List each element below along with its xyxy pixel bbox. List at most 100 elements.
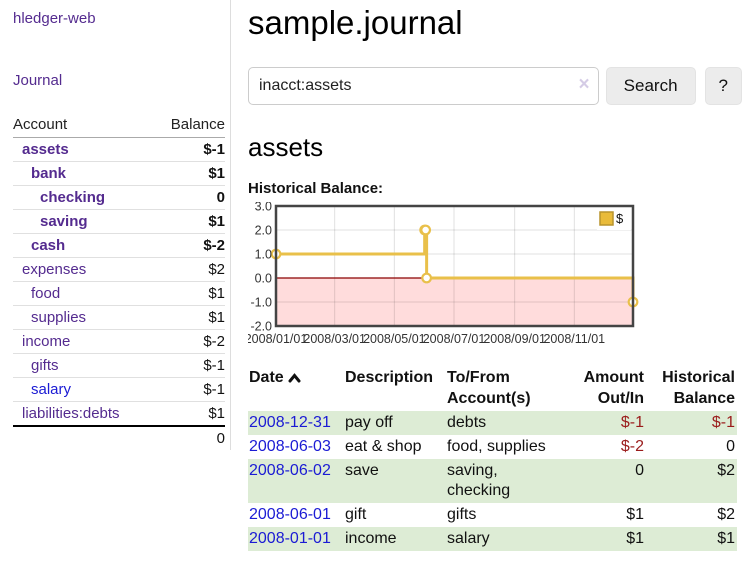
- register-col-amount: Amount Out/In: [583, 369, 644, 407]
- account-row: expenses $2: [13, 257, 225, 282]
- register-table: Date Description To/From Account(s) Amou…: [248, 365, 737, 551]
- transaction-amount: $1: [626, 506, 644, 523]
- register-col-date-label: Date: [249, 369, 284, 386]
- account-balance: $-1: [153, 353, 225, 378]
- transaction-amount: $-1: [620, 414, 644, 431]
- journal-link[interactable]: Journal: [13, 72, 63, 89]
- plot-border: [274, 204, 635, 328]
- account-link[interactable]: expenses: [22, 261, 87, 278]
- account-link[interactable]: bank: [31, 165, 67, 182]
- transaction-balance: 0: [726, 438, 735, 455]
- transaction-balance: $-1: [711, 414, 735, 431]
- account-balance: $-1: [153, 377, 225, 402]
- transaction-accounts: saving, checking: [447, 462, 511, 499]
- transaction-date-link[interactable]: 2008-06-02: [249, 462, 331, 479]
- transaction-description: save: [345, 462, 379, 479]
- chart-legend: $: [597, 209, 631, 230]
- legend-label: $: [616, 211, 624, 226]
- sidebar: hledger-web Journal Account Balance asse…: [0, 0, 231, 450]
- transaction-balance: $2: [717, 506, 735, 523]
- account-link[interactable]: liabilities:debts: [22, 405, 120, 422]
- transaction-date-link[interactable]: 2008-01-01: [249, 530, 331, 547]
- account-balance: $-1: [153, 137, 225, 162]
- account-link[interactable]: saving: [40, 213, 88, 230]
- transaction-balance: $1: [717, 530, 735, 547]
- account-link[interactable]: income: [22, 333, 71, 350]
- search-input[interactable]: [248, 67, 599, 105]
- accounts-table: Account Balance assets $-1 bank $1 checking 0…: [13, 114, 225, 450]
- account-link[interactable]: supplies: [31, 309, 87, 326]
- register-row: 2008-12-31 pay off debts $-1 $-1: [248, 411, 737, 435]
- accounts-header-row: Account Balance: [13, 114, 225, 138]
- register-col-account: To/From Account(s): [447, 369, 531, 407]
- account-balance: $2: [153, 257, 225, 282]
- register-col-balance: Historical Balance: [662, 369, 735, 407]
- x-tick-label: 2008/05/01: [363, 332, 426, 346]
- account-link[interactable]: food: [31, 285, 61, 302]
- chart-title: Historical Balance:: [248, 180, 384, 197]
- transaction-description: income: [345, 530, 397, 547]
- accounts-total-row: 0: [13, 425, 225, 450]
- hledger-web-app: hledger-web Journal Account Balance asse…: [0, 0, 742, 551]
- transaction-accounts: food, supplies: [447, 438, 546, 455]
- account-row: bank $1: [13, 161, 225, 186]
- register-row: 2008-06-02 save saving, checking 0 $2: [248, 459, 737, 503]
- account-link[interactable]: cash: [31, 237, 66, 254]
- register-header-row: Date Description To/From Account(s) Amou…: [248, 365, 737, 411]
- register-col-date[interactable]: Date: [248, 365, 344, 411]
- account-row: assets $-1: [13, 137, 225, 162]
- data-point-marker: [420, 224, 432, 236]
- account-balance: 0: [153, 185, 225, 210]
- y-tick-label: -2.0: [250, 320, 272, 334]
- account-heading: assets: [248, 132, 324, 162]
- transaction-date-link[interactable]: 2008-06-01: [249, 506, 331, 523]
- help-button[interactable]: ?: [704, 67, 742, 105]
- y-tick-label: -1.0: [250, 296, 272, 310]
- transaction-description: pay off: [345, 414, 393, 431]
- balance-chart: $3.0 2.0 1.0 0.0 -1.0 -2.02008/01/012008/03/0…: [248, 202, 639, 346]
- accounts-total-spacer: [13, 425, 154, 450]
- accounts-col-account: Account: [13, 114, 154, 138]
- transaction-balance: $2: [717, 462, 735, 479]
- transaction-amount: 0: [635, 462, 644, 479]
- account-balance: $1: [153, 305, 225, 330]
- account-row: cash $-2: [13, 233, 225, 258]
- account-balance: $1: [208, 405, 225, 422]
- account-link[interactable]: checking: [40, 189, 106, 206]
- search-bar: × Search ?: [248, 67, 742, 105]
- clear-search-icon[interactable]: ×: [578, 74, 590, 95]
- transaction-accounts: gifts: [447, 506, 477, 523]
- register-row: 2008-01-01 income salary $1 $1: [248, 527, 737, 551]
- account-balance: $1: [153, 281, 225, 306]
- transaction-date-link[interactable]: 2008-12-31: [249, 414, 331, 431]
- account-balance: $-2: [153, 233, 225, 258]
- register-row: 2008-06-01 gift gifts $1 $2: [248, 503, 737, 527]
- transaction-description: gift: [345, 506, 367, 523]
- register-row: 2008-06-03 eat & shop food, supplies $-2 0: [248, 435, 737, 459]
- account-link[interactable]: assets: [22, 141, 69, 158]
- legend-swatch: [599, 211, 614, 226]
- transaction-date-link[interactable]: 2008-06-03: [249, 438, 331, 455]
- search-button[interactable]: Search: [605, 67, 696, 105]
- account-row: salary $-1: [13, 377, 225, 402]
- page-title: sample.journal: [248, 4, 463, 41]
- account-row: income $-2: [13, 329, 225, 354]
- account-link[interactable]: salary: [31, 381, 72, 398]
- account-row: gifts $-1: [13, 353, 225, 378]
- transaction-accounts: debts: [447, 414, 487, 431]
- y-tick-label: 2.0: [255, 224, 272, 238]
- transaction-description: eat & shop: [345, 438, 422, 455]
- brand-link[interactable]: hledger-web: [13, 10, 96, 27]
- account-row: food $1: [13, 281, 225, 306]
- y-tick-label: 0.0: [255, 272, 272, 286]
- x-tick-label: 2008/03/01: [303, 332, 366, 346]
- negative-region: [276, 278, 633, 326]
- transaction-amount: $-2: [620, 438, 644, 455]
- accounts-total-value: 0: [153, 425, 225, 450]
- x-tick-label: 2008/01/01: [248, 332, 307, 346]
- accounts-col-balance: Balance: [153, 114, 225, 138]
- account-balance: $-2: [153, 329, 225, 354]
- sort-ascending-icon: [288, 373, 301, 383]
- y-tick-label: 1.0: [255, 248, 272, 262]
- account-link[interactable]: gifts: [31, 357, 59, 374]
